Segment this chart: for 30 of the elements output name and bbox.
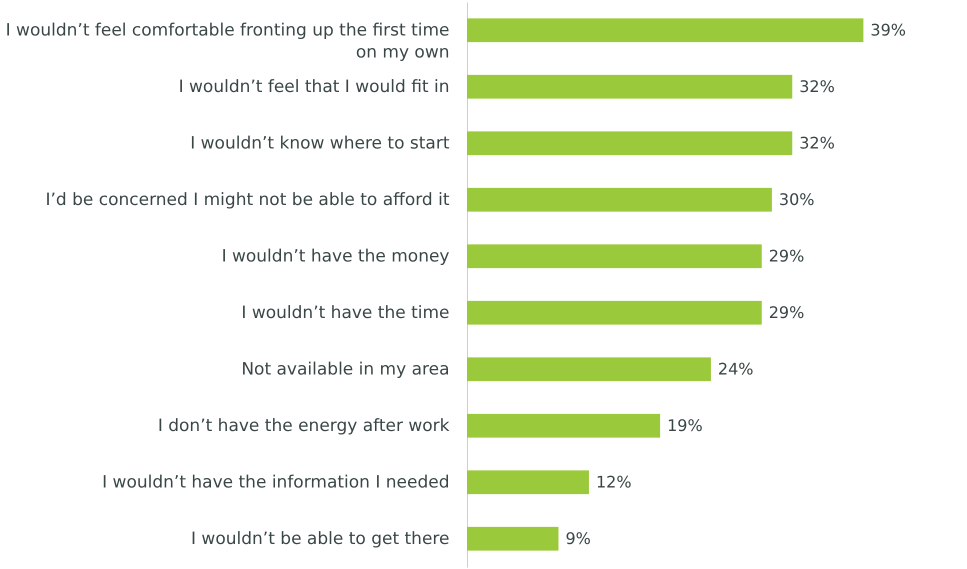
y-tick-label: I wouldn’t have the time [241,302,450,323]
y-tick-label: I wouldn’t know where to start [190,133,450,154]
data-label: 9% [565,528,591,548]
bar [467,470,589,494]
y-tick-label: I’d be concerned I might not be able to afford it [45,190,450,210]
data-label: 29% [768,302,804,322]
bar [467,188,772,212]
data-label: 39% [870,20,906,40]
bar [467,526,558,551]
y-tick-label: I wouldn’t feel that I would fit in [178,76,450,97]
bar [467,244,762,268]
data-label: 29% [768,246,804,266]
data-label: 24% [718,359,754,378]
y-tick-label: I wouldn’t have the information I needed [102,472,450,492]
y-tick-label: I wouldn’t have the money [222,246,450,266]
data-label: 30% [778,190,814,209]
data-label: 32% [799,76,835,96]
data-label: 32% [799,133,835,152]
y-tick-label: Not available in my area [241,359,450,380]
data-label: 12% [596,472,632,492]
y-tick-label: I don’t have the energy after work [158,416,450,436]
bar [467,18,864,42]
bar [467,300,762,325]
y-tick-label: I wouldn’t be able to get there [191,528,450,549]
bar [467,357,711,382]
bar [467,131,792,156]
data-label: 19% [667,416,703,435]
bar [467,74,792,99]
bar [467,414,660,438]
y-tick-label: I wouldn’t feel comfortable fronting up the first time on my own [6,20,450,62]
